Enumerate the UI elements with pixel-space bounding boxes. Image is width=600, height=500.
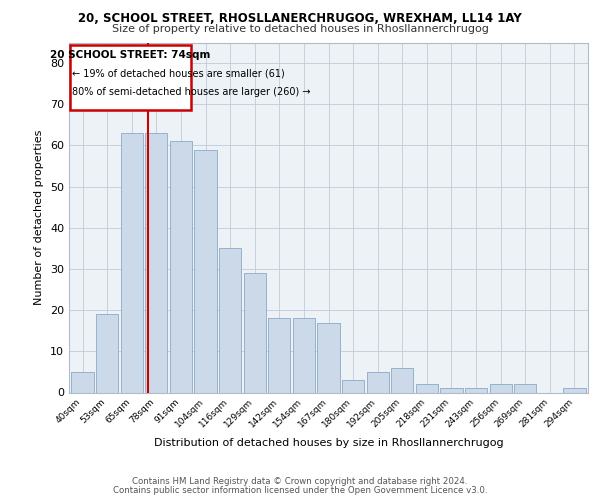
Bar bbox=[490, 384, 512, 392]
Bar bbox=[367, 372, 389, 392]
Bar bbox=[317, 322, 340, 392]
Bar bbox=[121, 133, 143, 392]
Bar bbox=[514, 384, 536, 392]
X-axis label: Distribution of detached houses by size in Rhosllannerchrugog: Distribution of detached houses by size … bbox=[154, 438, 503, 448]
Text: 80% of semi-detached houses are larger (260) →: 80% of semi-detached houses are larger (… bbox=[72, 86, 310, 97]
Bar bbox=[170, 142, 192, 392]
Bar bbox=[96, 314, 118, 392]
Bar bbox=[268, 318, 290, 392]
Text: Size of property relative to detached houses in Rhosllannerchrugog: Size of property relative to detached ho… bbox=[112, 24, 488, 34]
Bar bbox=[563, 388, 586, 392]
Bar bbox=[219, 248, 241, 392]
Text: 20, SCHOOL STREET, RHOSLLANERCHRUGOG, WREXHAM, LL14 1AY: 20, SCHOOL STREET, RHOSLLANERCHRUGOG, WR… bbox=[78, 12, 522, 26]
Bar bbox=[416, 384, 438, 392]
Bar bbox=[293, 318, 315, 392]
Text: ← 19% of detached houses are smaller (61): ← 19% of detached houses are smaller (61… bbox=[72, 68, 284, 78]
FancyBboxPatch shape bbox=[70, 44, 191, 110]
Bar bbox=[465, 388, 487, 392]
Bar bbox=[391, 368, 413, 392]
Bar bbox=[342, 380, 364, 392]
Text: 20 SCHOOL STREET: 74sqm: 20 SCHOOL STREET: 74sqm bbox=[50, 50, 211, 59]
Text: Contains public sector information licensed under the Open Government Licence v3: Contains public sector information licen… bbox=[113, 486, 487, 495]
Text: Contains HM Land Registry data © Crown copyright and database right 2024.: Contains HM Land Registry data © Crown c… bbox=[132, 477, 468, 486]
Bar bbox=[194, 150, 217, 392]
Y-axis label: Number of detached properties: Number of detached properties bbox=[34, 130, 44, 305]
Bar bbox=[71, 372, 94, 392]
Bar bbox=[244, 273, 266, 392]
Bar bbox=[145, 133, 167, 392]
Bar bbox=[440, 388, 463, 392]
